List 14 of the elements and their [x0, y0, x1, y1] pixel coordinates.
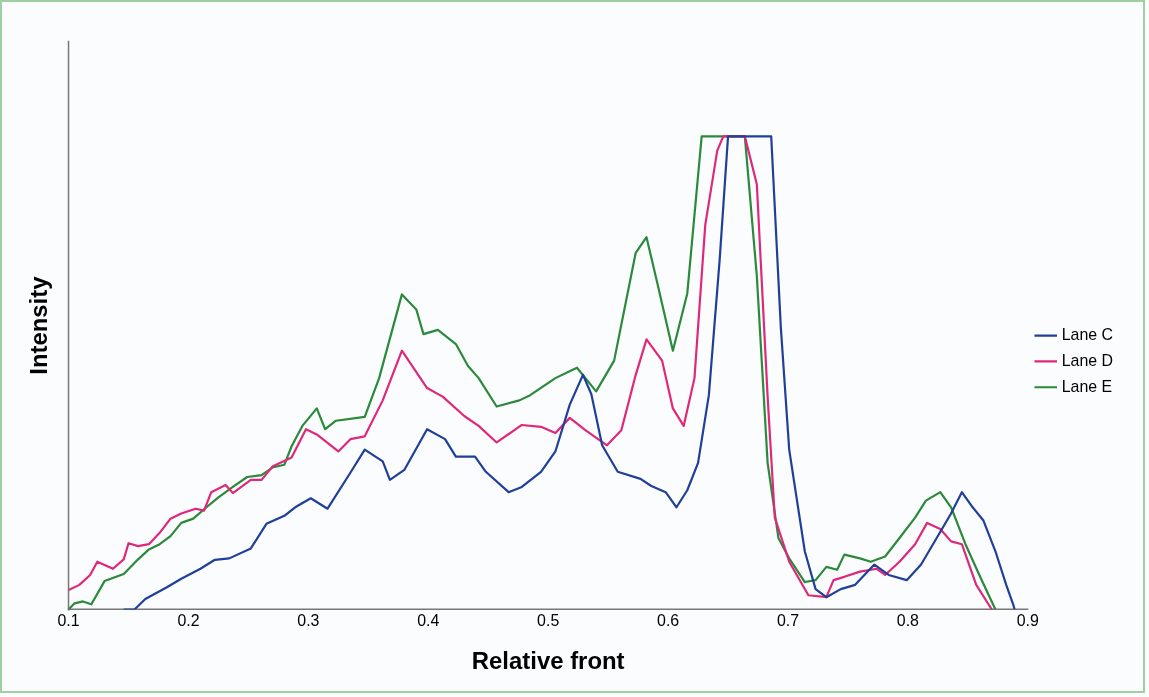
legend-label: Lane D	[1061, 351, 1114, 369]
x-axis-title: Relative front	[471, 647, 625, 675]
x-tick-label: 0.6	[657, 612, 680, 630]
legend-label: Lane C	[1061, 325, 1114, 343]
x-tick-label: 0.1	[57, 612, 80, 630]
x-tick-label: 0.9	[1016, 612, 1040, 630]
x-tick-label: 0.3	[297, 612, 320, 630]
x-tick-label: 0.7	[776, 612, 800, 630]
legend-label: Lane E	[1061, 377, 1113, 395]
x-tick-label: 0.2	[177, 612, 200, 630]
x-tick-label: 0.8	[896, 612, 920, 630]
x-tick-label: 0.5	[537, 612, 560, 630]
y-axis-title: Intensity	[24, 275, 52, 375]
x-tick-label: 0.4	[417, 612, 440, 630]
